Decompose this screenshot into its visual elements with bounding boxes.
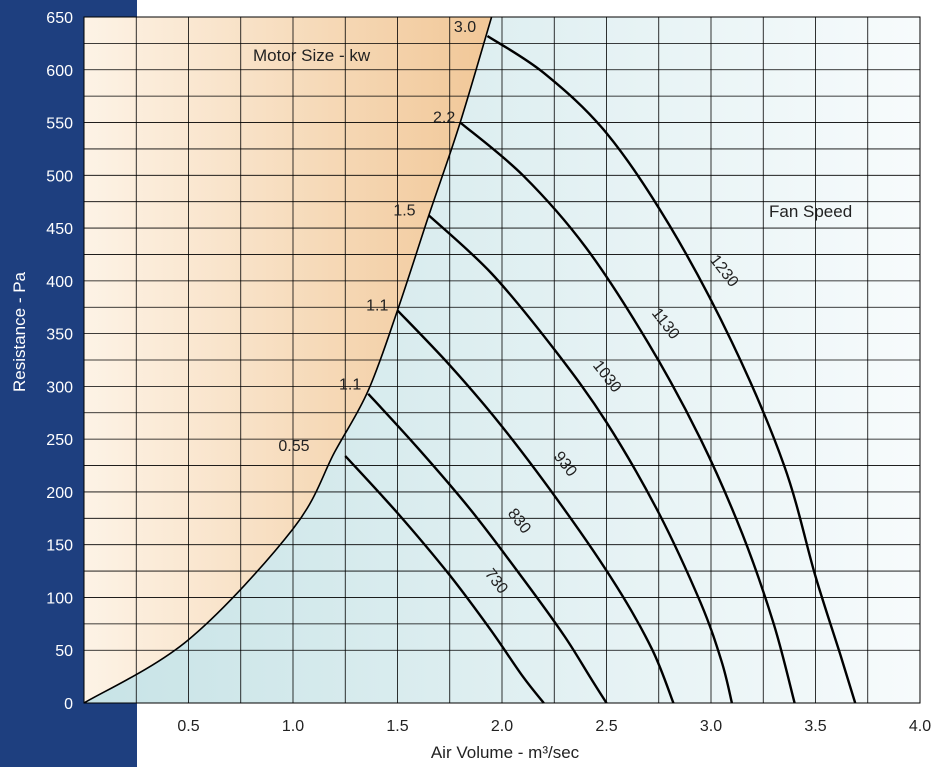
x-tick-label: 3.0 — [700, 718, 722, 735]
y-axis-title: Resistance - Pa — [10, 271, 29, 392]
fan-speed-curve-1130 — [459, 121, 796, 704]
x-axis-ticks: 0.5 1.0 1.5 2.0 2.5 3.0 3.5 4.0 — [177, 718, 931, 735]
x-tick-label: 3.5 — [804, 718, 826, 735]
motor-size-label: 1.1 — [366, 297, 388, 314]
fan-speed-curve-1030 — [427, 214, 734, 704]
fan-speed-curve-1230 — [486, 34, 857, 704]
y-tick-label: 50 — [55, 643, 73, 660]
y-tick-label: 150 — [46, 538, 73, 555]
motor-size-label: 1.1 — [339, 377, 361, 394]
x-tick-label: 2.0 — [491, 718, 513, 735]
motor-size-label: 2.2 — [433, 110, 455, 127]
y-tick-label: 300 — [46, 379, 73, 396]
y-tick-label: 450 — [46, 221, 73, 238]
x-tick-label: 1.5 — [386, 718, 408, 735]
fan-speed-curve-730 — [344, 455, 545, 704]
y-tick-label: 0 — [64, 696, 73, 713]
fan-speed-curve-930 — [396, 309, 675, 704]
y-axis-ticks: 0 50 100 150 200 250 300 350 400 450 500 550 600 650 — [46, 10, 73, 713]
y-tick-label: 200 — [46, 485, 73, 502]
fan-region-annotation: Fan Speed — [769, 202, 852, 221]
x-tick-label: 4.0 — [909, 718, 931, 735]
x-axis-title: Air Volume - m³/sec — [431, 743, 580, 762]
x-tick-label: 2.5 — [595, 718, 617, 735]
y-tick-label: 100 — [46, 590, 73, 607]
x-tick-label: 1.0 — [282, 718, 304, 735]
motor-size-label: 0.55 — [278, 438, 309, 455]
motor-limit-line — [83, 16, 493, 704]
y-tick-label: 500 — [46, 168, 73, 185]
y-tick-label: 350 — [46, 327, 73, 344]
fan-speed-curve-830 — [367, 392, 608, 704]
motor-region-annotation: Motor Size - kw — [253, 46, 371, 65]
y-tick-label: 400 — [46, 274, 73, 291]
motor-size-labels: 0.55 1.1 1.1 1.5 2.2 3.0 — [278, 19, 476, 455]
y-tick-label: 550 — [46, 116, 73, 133]
motor-size-label: 1.5 — [393, 202, 415, 219]
x-tick-label: 0.5 — [177, 718, 199, 735]
y-tick-label: 600 — [46, 63, 73, 80]
motor-size-label: 3.0 — [454, 19, 476, 36]
y-tick-label: 650 — [46, 10, 73, 27]
plot-frame — [83, 16, 921, 704]
y-tick-label: 250 — [46, 432, 73, 449]
